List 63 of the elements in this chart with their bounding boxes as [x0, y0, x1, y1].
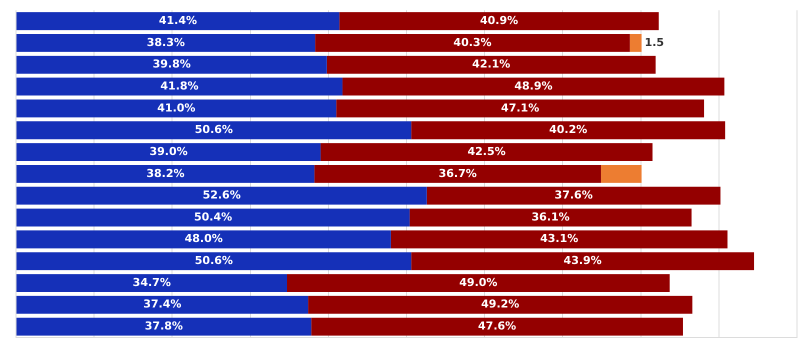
bar [411, 252, 754, 270]
data-label: 40.9% [480, 14, 518, 27]
bar [16, 34, 316, 52]
bar [16, 274, 288, 292]
bar [16, 56, 327, 74]
bar [342, 78, 724, 96]
data-label: 50.6% [194, 254, 233, 268]
data-label: 43.9% [564, 254, 602, 268]
bar [16, 186, 427, 205]
bar [16, 252, 412, 270]
bar [16, 296, 308, 314]
bar [339, 12, 659, 30]
data-label: 40.3% [453, 36, 492, 49]
data-label: 47.1% [501, 101, 540, 114]
bar [16, 99, 336, 118]
bar [16, 208, 410, 227]
bar [390, 230, 728, 248]
data-label: 41.4% [158, 14, 198, 27]
data-label: 42.5% [467, 144, 506, 158]
bar [16, 318, 312, 336]
data-label: 37.8% [144, 320, 183, 333]
bar [630, 34, 642, 52]
data-label: 37.4% [143, 298, 182, 311]
bar [308, 296, 692, 314]
data-label: 49.2% [481, 298, 520, 311]
data-label: 37.6% [554, 188, 593, 202]
bar [16, 121, 412, 140]
data-label: 43.1% [540, 232, 578, 246]
bar [287, 274, 670, 292]
bar [320, 143, 653, 162]
bar [16, 143, 321, 162]
bar [410, 208, 692, 227]
data-label: 50.4% [194, 210, 232, 224]
data-label: 39.0% [149, 144, 188, 158]
data-label: 42.1% [472, 58, 510, 71]
bar [600, 164, 642, 183]
data-label: 34.7% [132, 276, 171, 289]
bar [16, 230, 391, 248]
bar [426, 186, 720, 205]
data-label: 47.6% [478, 320, 516, 333]
data-label: 1.5 [644, 36, 664, 49]
data-label: 36.7% [438, 166, 477, 180]
bar [411, 121, 726, 140]
bar [16, 164, 314, 183]
data-label: 50.6% [194, 123, 233, 136]
data-label: 52.6% [202, 188, 241, 202]
data-label: 36.1% [532, 210, 570, 224]
data-label: 49.0% [459, 276, 498, 289]
data-label: 38.3% [146, 36, 185, 49]
bar [314, 164, 601, 183]
bar [16, 12, 340, 30]
data-label: 38.2% [146, 166, 185, 180]
data-label: 41.8% [160, 79, 199, 92]
data-label: 39.8% [152, 58, 191, 71]
bar [16, 78, 342, 96]
bar [326, 56, 656, 74]
data-label: 48.9% [514, 79, 552, 92]
data-label: 40.2% [549, 123, 588, 136]
data-label: 41.0% [157, 101, 196, 114]
bar [315, 34, 630, 52]
bar [311, 318, 683, 336]
bar [336, 99, 704, 118]
data-label: 48.0% [184, 232, 223, 246]
